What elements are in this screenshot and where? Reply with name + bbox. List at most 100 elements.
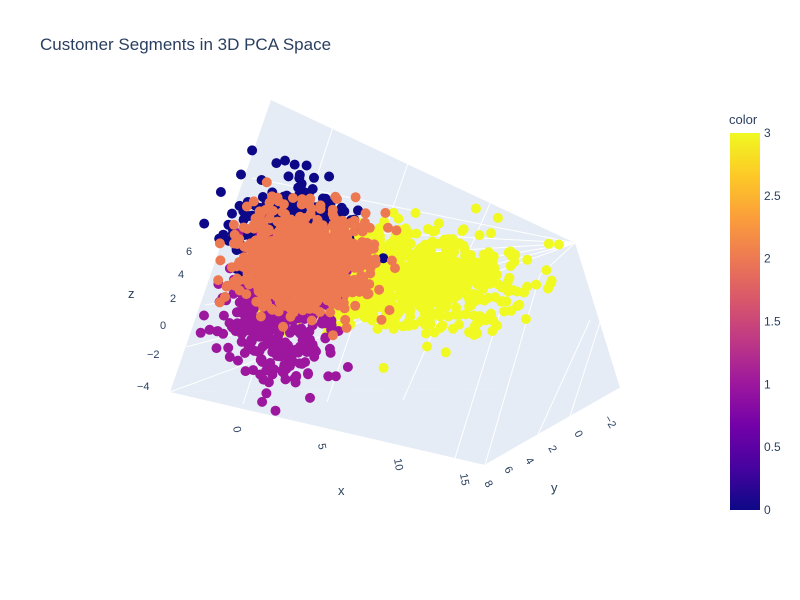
- data-point[interactable]: [321, 285, 332, 296]
- data-point[interactable]: [438, 263, 449, 274]
- data-point[interactable]: [234, 234, 245, 244]
- data-point[interactable]: [249, 243, 260, 254]
- data-point[interactable]: [199, 310, 209, 321]
- data-point[interactable]: [541, 265, 552, 276]
- data-point[interactable]: [296, 199, 307, 210]
- data-point[interactable]: [317, 261, 328, 272]
- data-point[interactable]: [224, 352, 235, 362]
- data-point[interactable]: [257, 396, 268, 407]
- data-point[interactable]: [302, 268, 313, 279]
- data-point[interactable]: [291, 371, 302, 381]
- data-point[interactable]: [445, 253, 456, 264]
- data-point[interactable]: [440, 275, 451, 286]
- data-point[interactable]: [380, 207, 391, 218]
- data-point[interactable]: [262, 251, 273, 262]
- data-point[interactable]: [350, 278, 361, 288]
- data-point[interactable]: [303, 368, 313, 379]
- data-point[interactable]: [469, 321, 480, 332]
- data-point[interactable]: [368, 243, 379, 254]
- data-point[interactable]: [390, 263, 400, 274]
- data-point[interactable]: [315, 200, 326, 211]
- data-point[interactable]: [398, 269, 408, 280]
- data-point[interactable]: [296, 178, 307, 189]
- data-point[interactable]: [260, 204, 271, 215]
- data-point[interactable]: [483, 292, 494, 303]
- data-point[interactable]: [312, 214, 323, 225]
- data-point[interactable]: [460, 309, 471, 320]
- data-point[interactable]: [427, 226, 438, 237]
- data-point[interactable]: [258, 301, 269, 312]
- data-point[interactable]: [339, 223, 350, 234]
- data-point[interactable]: [228, 219, 239, 230]
- data-point[interactable]: [267, 191, 277, 202]
- data-point[interactable]: [288, 263, 299, 274]
- data-point[interactable]: [288, 193, 298, 203]
- data-point[interactable]: [328, 330, 338, 341]
- data-point[interactable]: [301, 347, 312, 357]
- data-point[interactable]: [383, 222, 393, 233]
- data-point[interactable]: [373, 268, 384, 279]
- data-point[interactable]: [323, 371, 334, 382]
- data-point[interactable]: [414, 246, 425, 256]
- data-point[interactable]: [362, 289, 373, 300]
- data-point[interactable]: [434, 252, 445, 262]
- data-point[interactable]: [320, 333, 331, 344]
- data-point[interactable]: [294, 169, 305, 180]
- data-point[interactable]: [275, 220, 286, 231]
- data-point[interactable]: [271, 158, 282, 169]
- data-point[interactable]: [342, 231, 353, 242]
- data-point[interactable]: [421, 328, 431, 339]
- data-point[interactable]: [423, 284, 433, 295]
- data-point[interactable]: [318, 225, 328, 236]
- data-point[interactable]: [301, 160, 312, 171]
- data-point[interactable]: [240, 211, 251, 221]
- data-point[interactable]: [386, 255, 397, 266]
- data-point[interactable]: [385, 238, 396, 249]
- data-point[interactable]: [310, 303, 321, 314]
- data-point[interactable]: [403, 251, 414, 262]
- data-point[interactable]: [458, 240, 469, 251]
- data-point[interactable]: [223, 342, 234, 353]
- data-point[interactable]: [435, 305, 446, 316]
- data-point[interactable]: [468, 297, 479, 307]
- data-point[interactable]: [402, 261, 412, 272]
- data-point[interactable]: [254, 345, 265, 356]
- data-point[interactable]: [384, 305, 395, 316]
- data-point[interactable]: [297, 339, 308, 350]
- data-point[interactable]: [356, 247, 367, 258]
- data-point[interactable]: [337, 262, 348, 273]
- data-point[interactable]: [294, 237, 305, 248]
- data-point[interactable]: [283, 171, 294, 182]
- data-point[interactable]: [281, 249, 292, 260]
- data-point[interactable]: [405, 305, 416, 316]
- data-point[interactable]: [382, 284, 393, 295]
- data-point[interactable]: [543, 238, 554, 249]
- data-point[interactable]: [304, 199, 315, 210]
- data-point[interactable]: [310, 274, 321, 285]
- data-point[interactable]: [330, 191, 341, 202]
- data-point[interactable]: [238, 222, 249, 233]
- data-point[interactable]: [246, 334, 257, 345]
- data-point[interactable]: [287, 273, 298, 284]
- data-point[interactable]: [260, 234, 271, 245]
- data-point[interactable]: [326, 315, 337, 326]
- scatter-points[interactable]: [195, 145, 564, 416]
- data-point[interactable]: [353, 205, 363, 216]
- data-point[interactable]: [509, 257, 520, 267]
- data-point[interactable]: [269, 364, 280, 375]
- data-point[interactable]: [374, 284, 385, 295]
- data-point[interactable]: [465, 250, 476, 260]
- data-point[interactable]: [305, 392, 315, 403]
- data-point[interactable]: [340, 314, 351, 325]
- data-point[interactable]: [403, 320, 414, 331]
- data-point[interactable]: [277, 207, 288, 217]
- data-point[interactable]: [522, 254, 533, 265]
- data-point[interactable]: [342, 362, 353, 372]
- data-point[interactable]: [496, 296, 507, 307]
- data-point[interactable]: [257, 268, 268, 279]
- data-point[interactable]: [286, 214, 296, 225]
- data-point[interactable]: [451, 302, 462, 313]
- data-point[interactable]: [228, 276, 239, 287]
- data-point[interactable]: [392, 290, 403, 301]
- data-point[interactable]: [405, 238, 416, 249]
